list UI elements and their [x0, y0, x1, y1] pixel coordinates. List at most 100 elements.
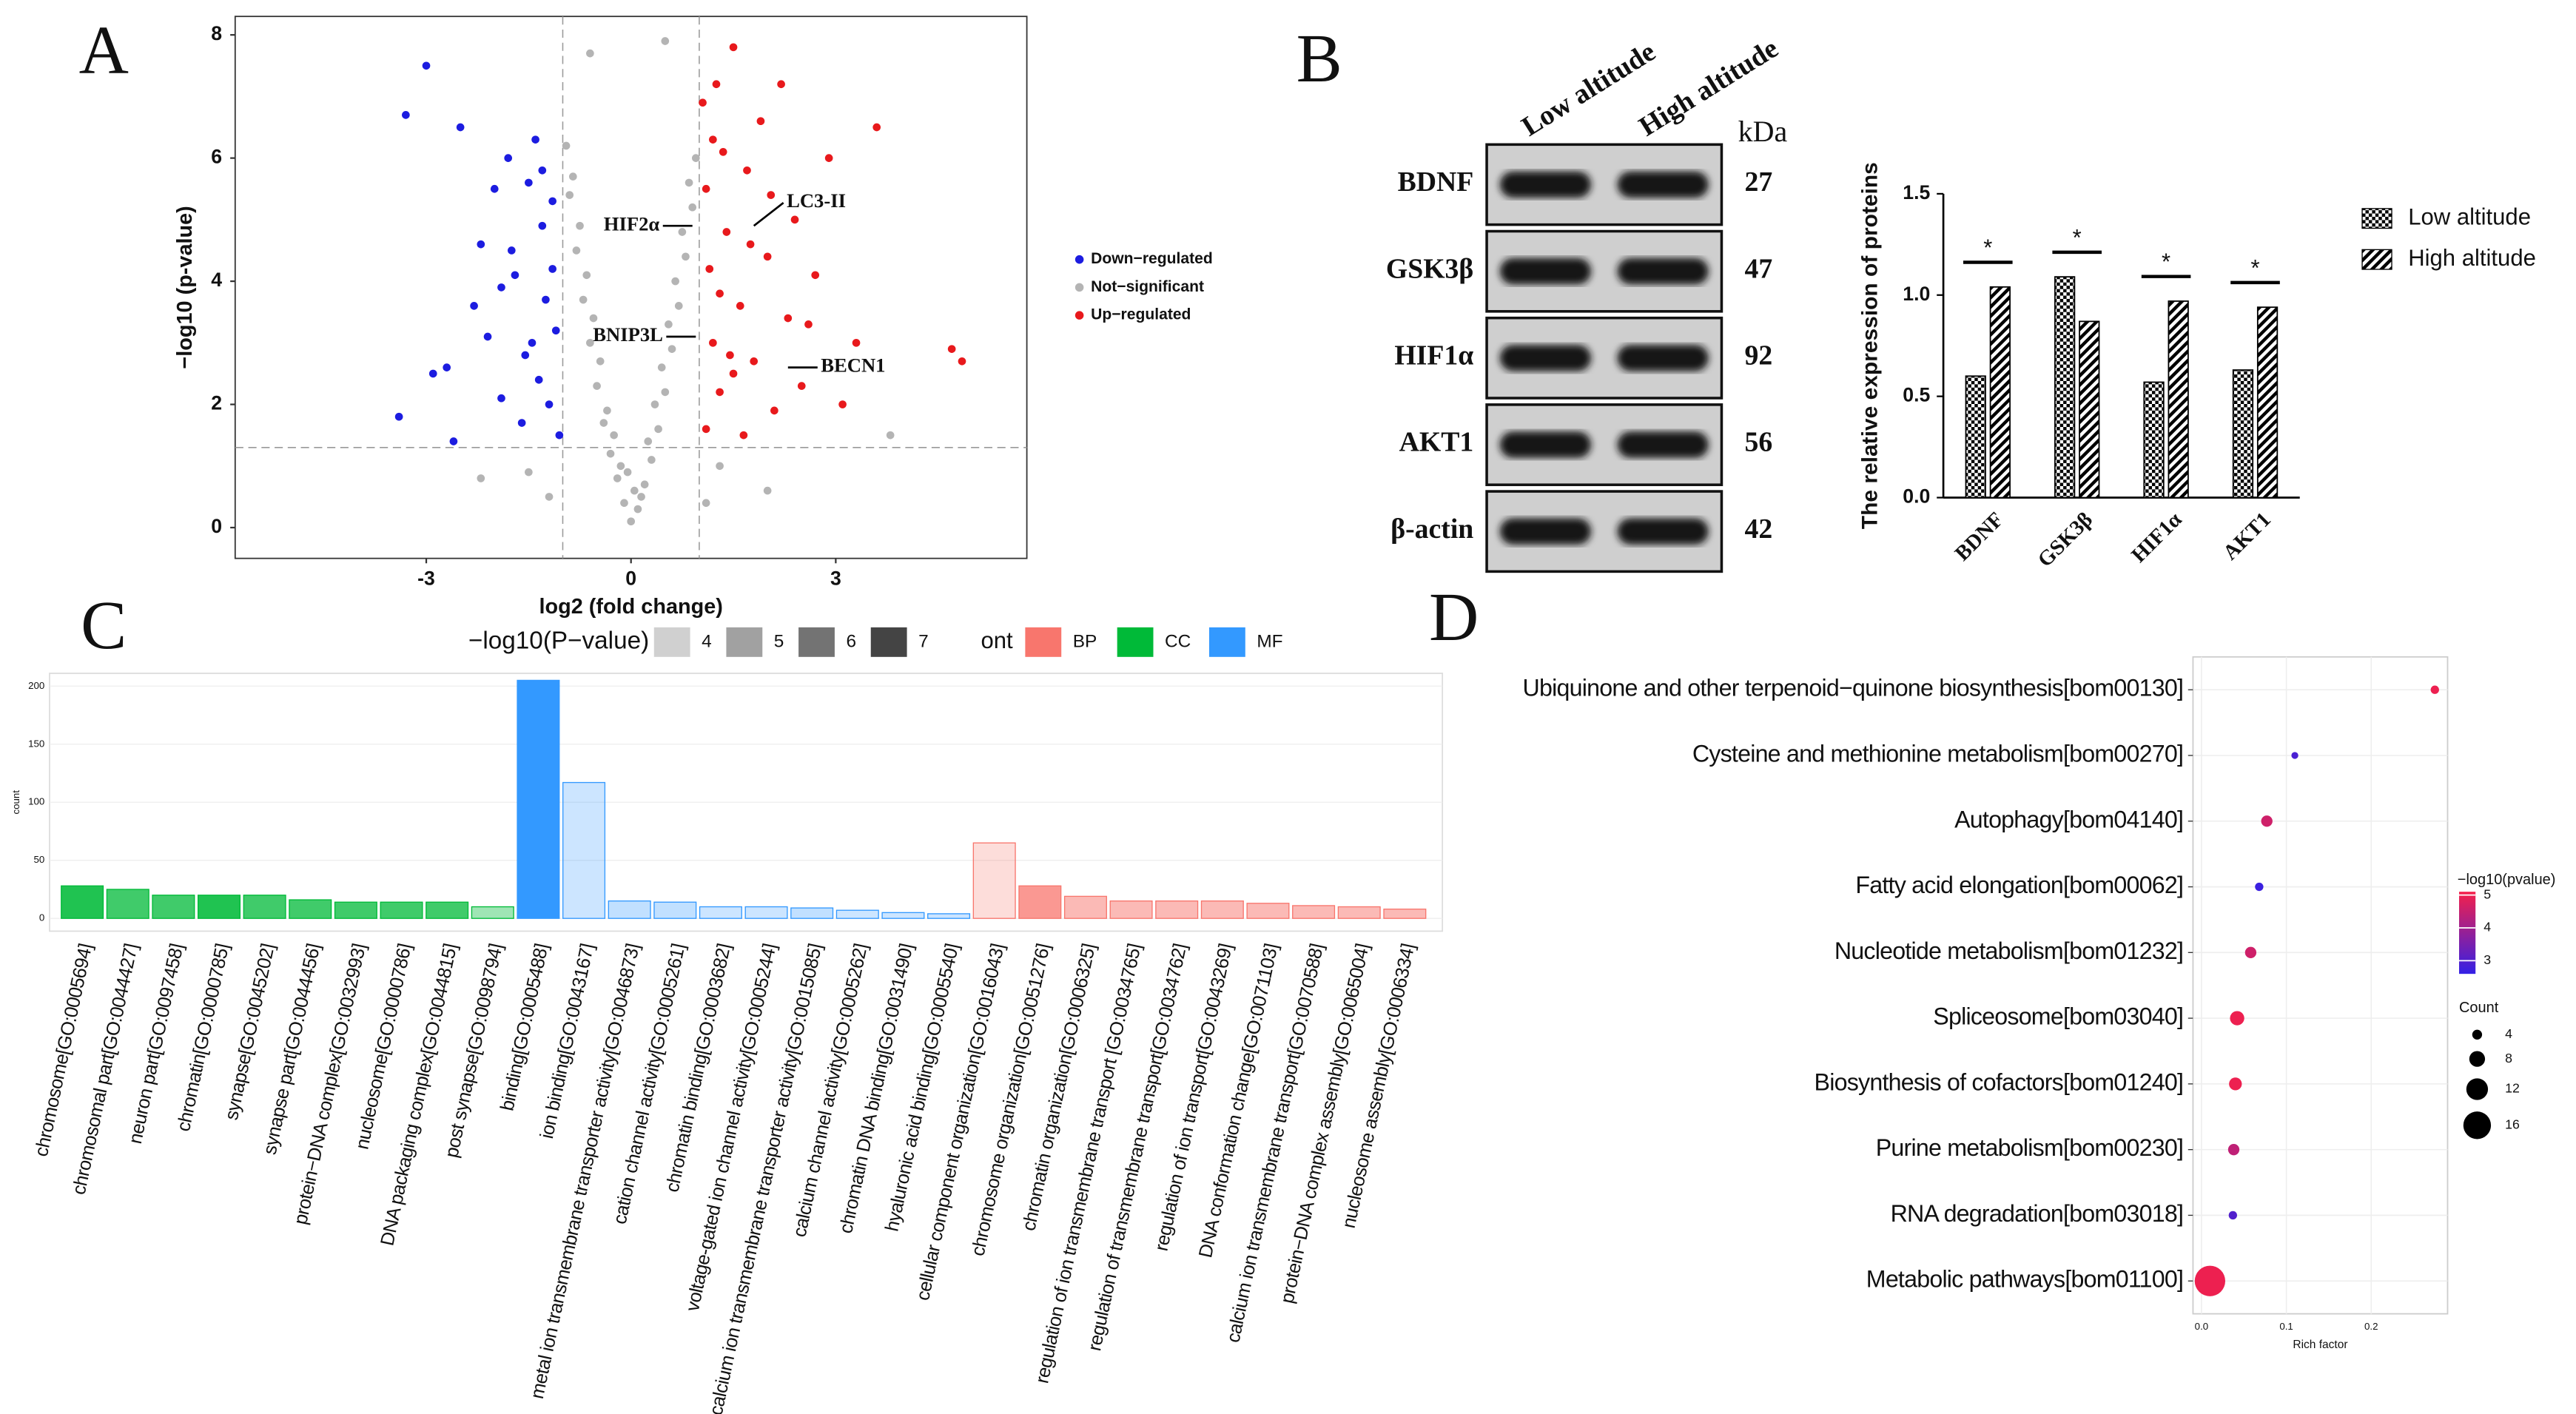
- data-point: [665, 320, 673, 329]
- data-point: [477, 240, 485, 249]
- data-point: [545, 400, 554, 408]
- data-point: [483, 332, 492, 341]
- x-axis-title: Rich factor: [2293, 1339, 2347, 1351]
- blot-band: [1617, 257, 1709, 285]
- y-tick-label: 0: [211, 515, 222, 537]
- significance-label: *: [1983, 235, 1992, 260]
- y-tick-label: 0.5: [1903, 384, 1930, 406]
- data-point: [545, 493, 554, 501]
- bar: [517, 679, 560, 919]
- bubble: [2261, 815, 2273, 827]
- data-point: [824, 154, 833, 162]
- data-point: [705, 265, 714, 273]
- data-point: [610, 431, 618, 440]
- x-tick-label: 0.1: [2279, 1321, 2293, 1332]
- annotation-label: BNIP3L: [593, 323, 663, 346]
- legend-swatch: [2361, 249, 2392, 270]
- y-axis-title: −log10 (p-value): [173, 206, 197, 368]
- data-point: [657, 363, 666, 371]
- legend-title: Count: [2459, 1000, 2499, 1016]
- data-point: [394, 412, 403, 421]
- data-point: [729, 369, 738, 378]
- bar: [1292, 905, 1336, 919]
- data-point: [702, 425, 710, 434]
- bubble: [2255, 882, 2264, 892]
- data-point: [538, 166, 547, 175]
- panel-label: D: [1429, 579, 1479, 656]
- data-point: [661, 388, 670, 397]
- x-tick-label: 0.2: [2364, 1321, 2378, 1332]
- legend-label: Down−regulated: [1091, 250, 1213, 267]
- data-point: [712, 80, 721, 89]
- x-tick-label: 0: [625, 568, 636, 590]
- data-point: [763, 486, 772, 495]
- data-point: [739, 431, 748, 440]
- bar: [197, 895, 241, 919]
- x-tick-label: AKT1: [2219, 508, 2276, 565]
- data-point: [838, 400, 847, 408]
- data-point: [637, 493, 645, 501]
- bar: [1965, 375, 1986, 499]
- bar: [2054, 276, 2076, 499]
- data-point: [428, 369, 437, 378]
- blot-band: [1499, 431, 1591, 458]
- y-axis-title: The relative expression of proteins: [1857, 162, 1882, 529]
- annotation-label: BECN1: [821, 354, 885, 377]
- legend-label: 4: [2505, 1026, 2512, 1041]
- data-point: [872, 123, 881, 132]
- data-point: [616, 462, 625, 471]
- bar: [744, 906, 788, 919]
- bubble: [2230, 1011, 2244, 1026]
- protein-label: BDNF: [1398, 166, 1474, 198]
- bar: [1246, 903, 1290, 919]
- legend-bubble: [2469, 1051, 2486, 1067]
- data-point: [633, 505, 642, 514]
- protein-label: HIF1α: [1394, 340, 1473, 371]
- bar: [881, 912, 925, 919]
- data-point: [750, 357, 759, 366]
- kda-label: 92: [1745, 340, 1773, 371]
- bar: [289, 899, 332, 919]
- legend-bubble: [2463, 1111, 2492, 1139]
- significance-label: *: [2250, 255, 2259, 280]
- data-point: [784, 314, 793, 323]
- legend-label: 7: [918, 631, 929, 651]
- panel-label: C: [81, 588, 127, 664]
- y-tick-label: Cysteine and methionine metabolism[bom00…: [1692, 740, 2183, 767]
- y-tick-label: Fatty acid elongation[bom00062]: [1855, 872, 2183, 898]
- protein-label: AKT1: [1399, 427, 1474, 458]
- bar: [1018, 885, 1062, 919]
- kda-label: 56: [1745, 427, 1773, 458]
- x-tick-label: GSK3β: [2033, 508, 2097, 572]
- data-point: [596, 357, 605, 366]
- annotation-label: HIF2α: [604, 212, 660, 235]
- y-tick-label: 1.5: [1903, 181, 1930, 203]
- data-point: [699, 98, 707, 107]
- data-point: [654, 425, 662, 434]
- data-point: [555, 431, 564, 440]
- data-point: [551, 326, 560, 335]
- bar: [1337, 906, 1381, 919]
- x-tick-label: binding[GO:0005488]: [497, 942, 552, 1113]
- data-point: [777, 80, 785, 89]
- data-point: [852, 338, 861, 347]
- data-point: [589, 314, 598, 323]
- legend-label: Not−significant: [1091, 278, 1204, 295]
- y-tick-label: Purine metabolism[bom00230]: [1876, 1134, 2183, 1161]
- legend-swatch: [1025, 627, 1062, 657]
- legend-title: ont: [981, 627, 1013, 653]
- bubble: [2244, 946, 2257, 958]
- legend-label: CC: [1165, 631, 1191, 651]
- x-tick-label: synapse[GO:0045202]: [221, 942, 279, 1122]
- x-tick-label: BDNF: [1951, 508, 2008, 565]
- data-point: [497, 394, 505, 403]
- data-point: [640, 480, 649, 489]
- bar: [562, 781, 606, 919]
- y-tick-label: 100: [28, 796, 44, 807]
- plot-frame: [2192, 656, 2449, 1315]
- legend-bubble: [2472, 1029, 2483, 1040]
- data-point: [756, 117, 765, 126]
- colorbar-label: 4: [2483, 920, 2491, 935]
